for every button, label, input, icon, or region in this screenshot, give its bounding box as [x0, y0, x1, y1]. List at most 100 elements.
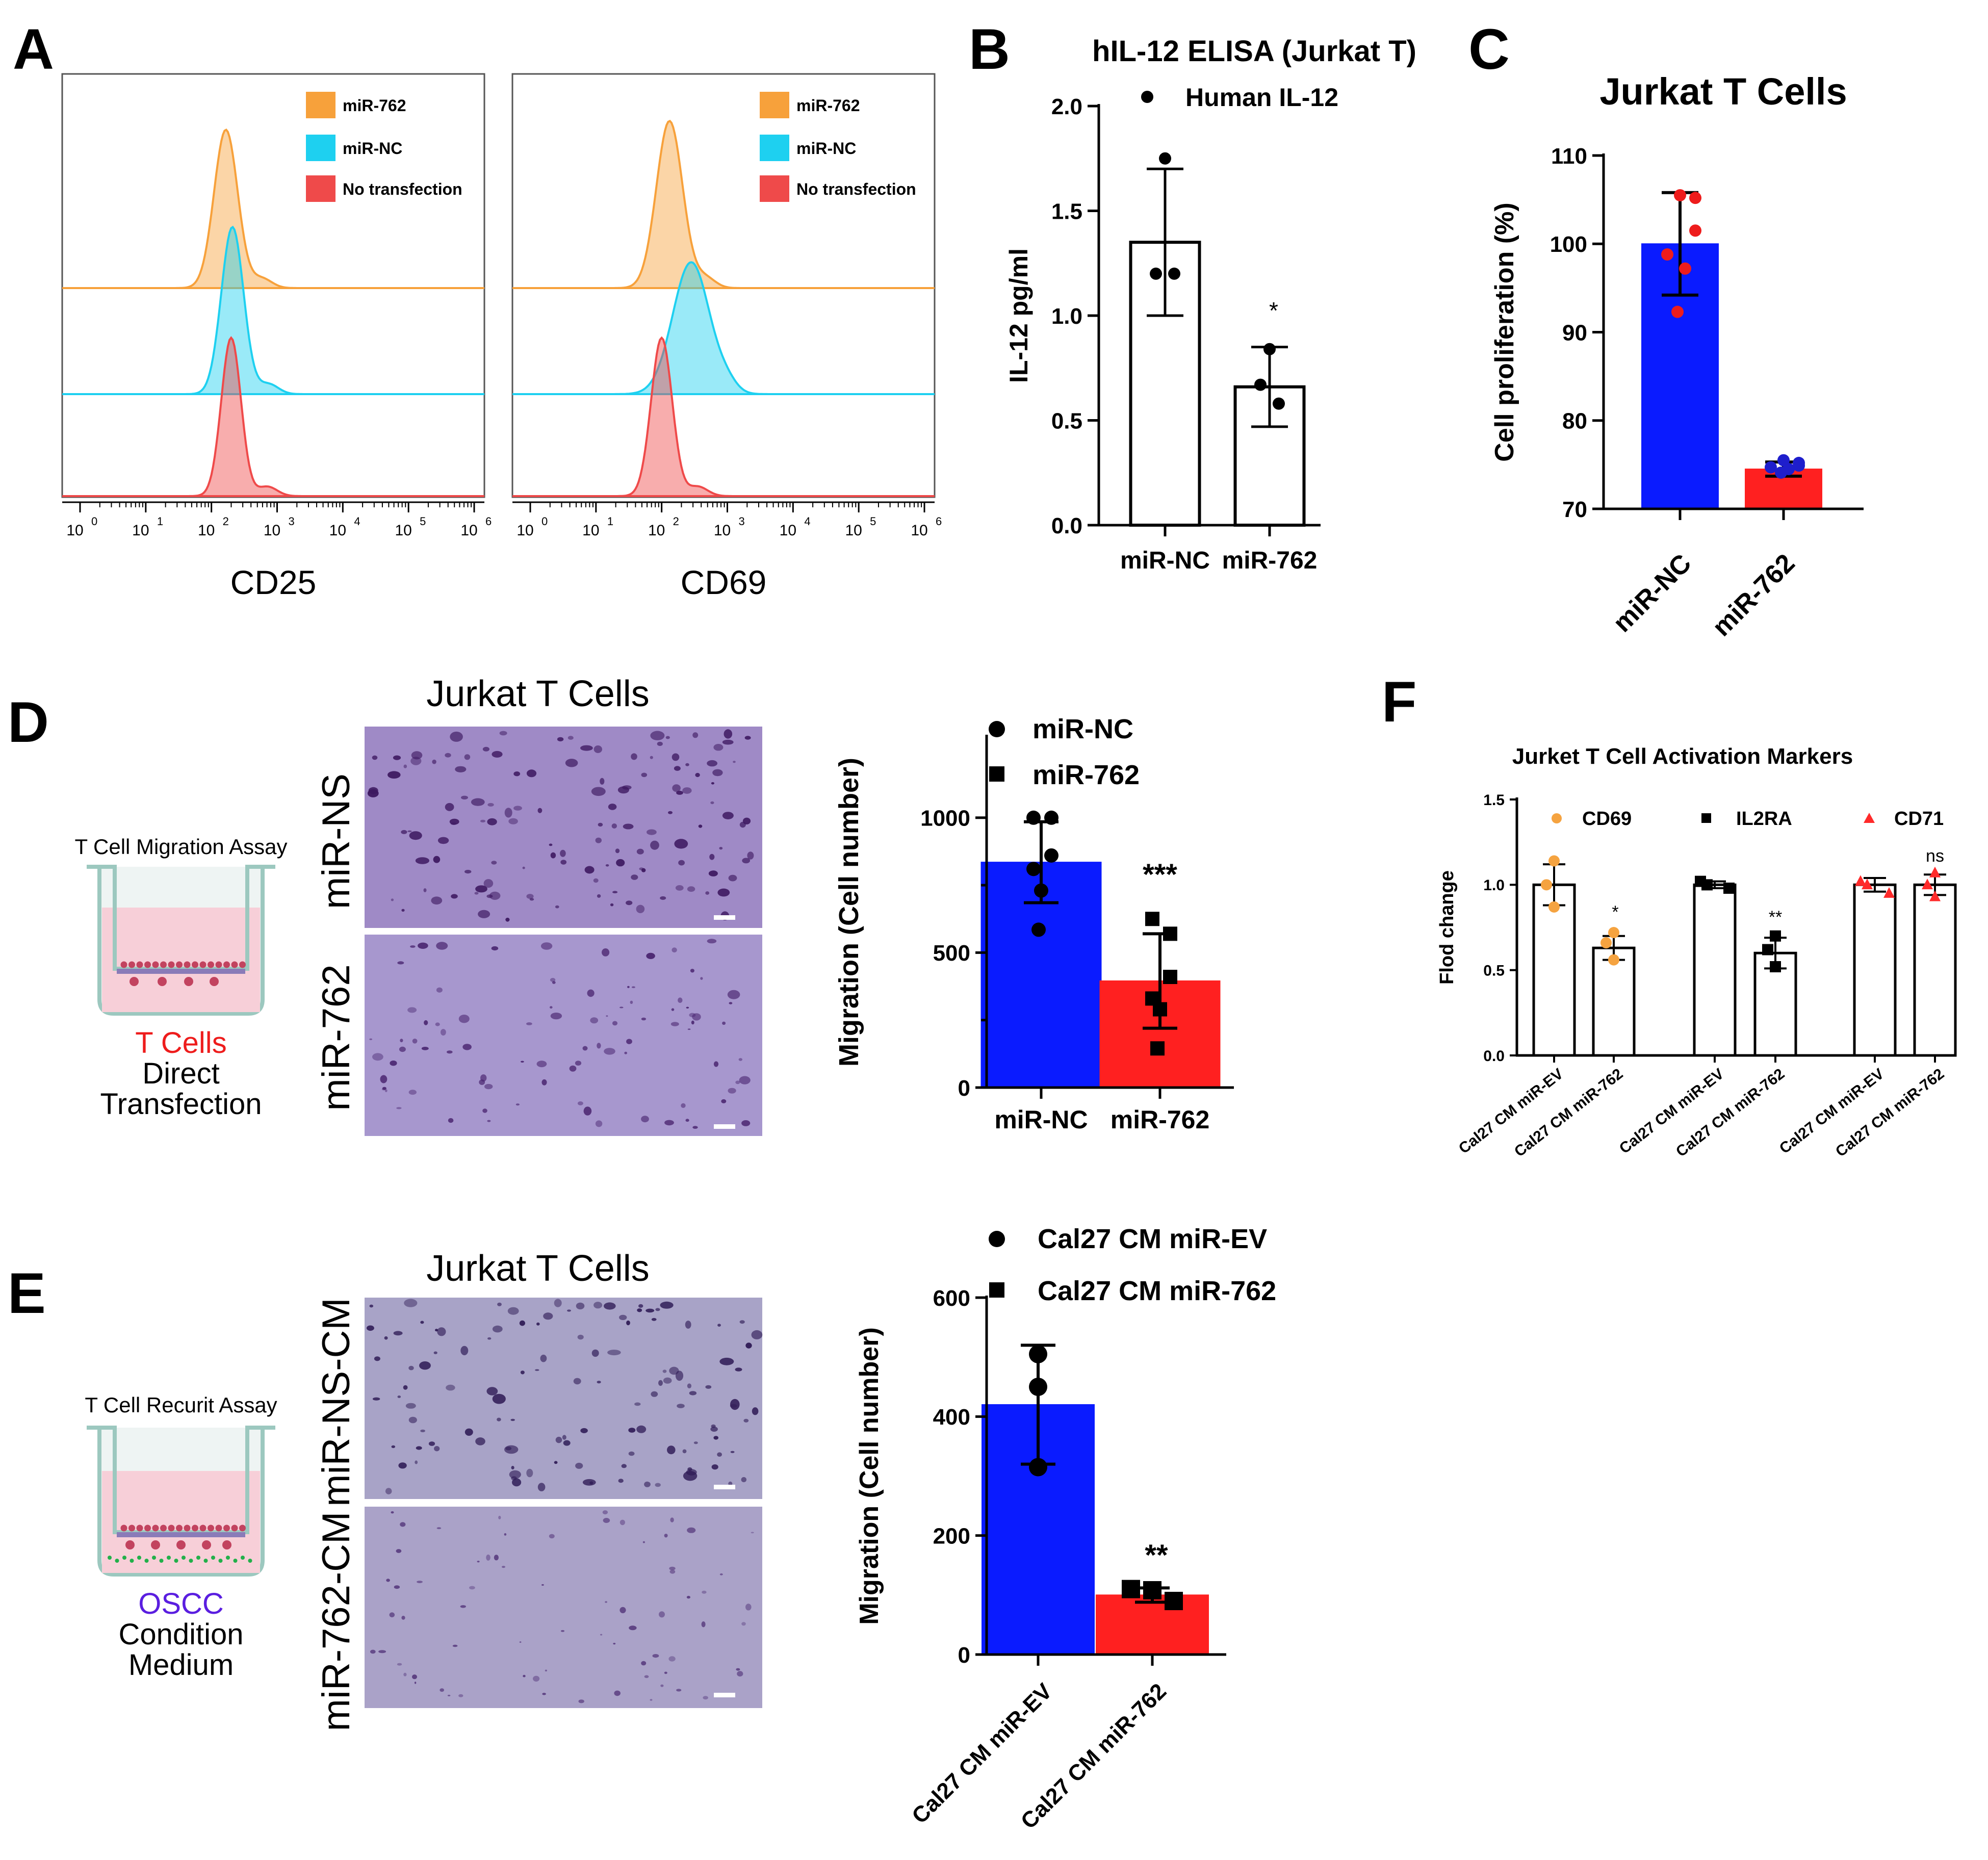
panel-label-f: F	[1382, 670, 1416, 734]
stained-cell	[655, 1308, 660, 1311]
panel-b-il12-elisa: hIL-12 ELISA (Jurkat T) Human IL-12 0.00…	[1004, 35, 1416, 574]
histogram-mir-nc	[512, 261, 935, 395]
y-tick-label: 0.0	[1483, 1048, 1505, 1065]
stained-cell	[397, 1396, 401, 1398]
data-point	[1674, 189, 1686, 201]
stained-cell	[497, 1417, 501, 1422]
medium-dot	[122, 1556, 126, 1560]
membrane-cell	[168, 1525, 175, 1532]
data-point	[1723, 883, 1735, 894]
y-axis-label: Migration (Cell number)	[834, 758, 864, 1067]
stained-cell	[458, 1694, 463, 1697]
stained-cell	[412, 1039, 418, 1044]
stained-cell	[436, 942, 448, 950]
stained-cell	[658, 1380, 663, 1386]
legend-marker-il2ra	[1701, 813, 1711, 823]
x-tick-label: miR-NC	[1120, 547, 1210, 574]
stained-cell	[445, 803, 454, 811]
stained-cell	[415, 857, 430, 864]
stained-cell	[674, 839, 688, 849]
data-point	[1029, 1345, 1047, 1363]
data-point	[1153, 1002, 1167, 1017]
legend-swatch-mir-762	[306, 92, 335, 118]
stained-cell	[535, 1369, 539, 1371]
caption-line-2: Medium	[128, 1648, 234, 1682]
x-tick-label: miR-762	[1707, 548, 1800, 642]
membrane-cell	[184, 1525, 191, 1532]
stained-cell	[409, 831, 422, 840]
stained-cell	[650, 1699, 653, 1701]
stained-cell	[505, 917, 510, 922]
stained-cell	[638, 1304, 643, 1308]
stained-cell	[487, 1337, 492, 1340]
significance-label: *	[1612, 902, 1618, 922]
stained-cell	[593, 878, 599, 883]
legend-label: miR-762	[1032, 760, 1140, 790]
data-point	[1273, 397, 1285, 410]
membrane-cell	[231, 1525, 238, 1532]
stained-cell	[401, 909, 405, 912]
stained-cell	[618, 1479, 624, 1483]
stained-cell	[401, 830, 407, 834]
stained-cell	[752, 1407, 759, 1415]
stained-cell	[480, 1074, 487, 1082]
bar	[1693, 883, 1737, 1057]
stained-cell	[660, 1684, 664, 1687]
stained-cell	[420, 1429, 425, 1432]
x-tick-exponent: 3	[739, 515, 745, 528]
legend-label: miR-NC	[1032, 714, 1133, 744]
stained-cell	[549, 843, 553, 846]
data-point	[1165, 1592, 1183, 1610]
stained-cell	[695, 772, 700, 778]
stained-cell	[626, 1039, 632, 1044]
stained-cell	[401, 1616, 405, 1620]
legend-swatch-no-transfection	[760, 175, 789, 202]
stained-cell	[555, 905, 559, 909]
x-tick-label: 10	[780, 522, 796, 539]
cell-dots	[120, 961, 246, 986]
x-tick-label: 10	[264, 522, 280, 539]
data-point	[1689, 224, 1701, 237]
stained-cell	[637, 1308, 642, 1312]
data-point	[1661, 248, 1673, 261]
stained-cell	[482, 1108, 487, 1113]
stained-cell	[717, 888, 730, 897]
legend-marker-cd71	[1864, 813, 1875, 823]
data-point	[1701, 879, 1713, 891]
histogram-cd69: 10 0 10 1 10 2 10 3 10 4 10 5 10 6 CD69 miR-762 miR-N…	[511, 73, 942, 601]
stained-cell	[421, 1047, 429, 1050]
histogram-no-transfection	[62, 336, 484, 497]
legend: Cal27 CM miR-EV Cal27 CM miR-762	[989, 1224, 1276, 1306]
y-tick-label: 2.0	[1051, 94, 1082, 119]
stained-cell	[686, 1006, 689, 1009]
stained-cell	[418, 942, 428, 949]
stained-cell	[727, 990, 740, 999]
stained-cells	[369, 939, 751, 1129]
data-point	[1029, 1458, 1047, 1477]
stained-cell	[526, 894, 534, 899]
data-point	[1608, 954, 1619, 966]
stained-cell	[537, 1483, 546, 1491]
migrated-cell	[158, 977, 167, 986]
histogram-mir-nc	[62, 225, 484, 395]
x-tick-label: miR-NC	[994, 1105, 1088, 1134]
stained-cell	[389, 1612, 395, 1618]
stained-cell	[447, 1050, 453, 1054]
membrane-cell	[144, 1525, 151, 1532]
membrane-cell	[152, 961, 159, 968]
x-tick-label: miR-762	[1222, 547, 1318, 574]
stained-cell	[712, 769, 723, 777]
stained-cell	[693, 1441, 698, 1444]
data-point	[1765, 461, 1777, 474]
stained-cell	[730, 1399, 740, 1410]
x-tick-label: miR-762	[1111, 1105, 1210, 1134]
medium-dot	[167, 1556, 171, 1560]
medium-dot	[108, 1556, 112, 1560]
y-tick-label: 500	[933, 941, 970, 966]
y-tick-label: 0.5	[1051, 408, 1082, 433]
medium-dot	[182, 1556, 186, 1560]
data-point	[1770, 930, 1781, 942]
stained-cell	[437, 837, 449, 844]
stained-cell	[428, 1441, 435, 1446]
stained-cell	[536, 1061, 547, 1068]
